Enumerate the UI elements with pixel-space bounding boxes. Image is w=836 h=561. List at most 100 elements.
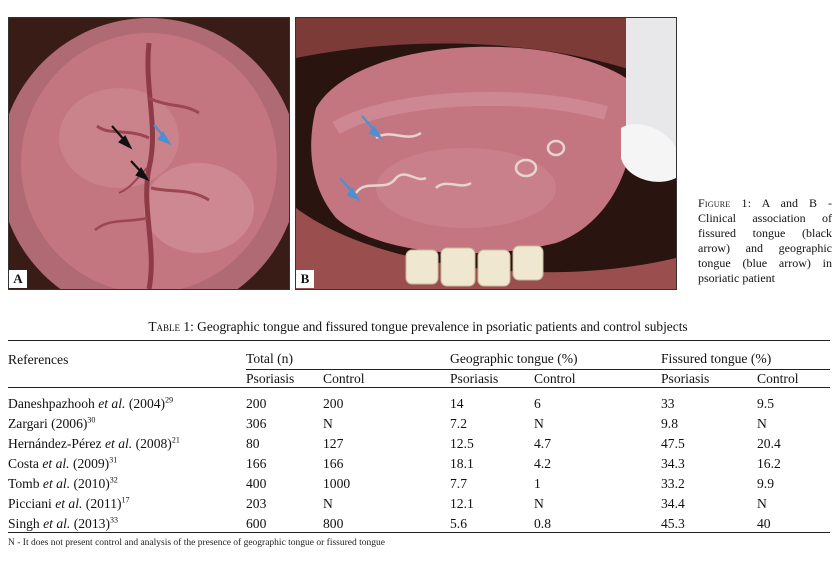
reference-year: (2008) — [132, 436, 172, 451]
table-row: Zargari (2006)30 306 N 7.2 N 9.8 N — [8, 412, 830, 432]
cell-total-c: 127 — [323, 436, 344, 451]
cell-total-c: 166 — [323, 456, 344, 471]
reference-cell: Costa et al. (2009)31 — [8, 452, 246, 472]
reference-number: 32 — [109, 475, 118, 485]
reference-number: 21 — [171, 435, 180, 445]
reference-year: (2004) — [125, 396, 166, 411]
reference-etal: et al. — [101, 436, 133, 451]
cell-fis-p: 34.3 — [661, 456, 685, 471]
reference-author: Daneshpazhooh — [8, 396, 95, 411]
table-footnote: N - It does not present control and anal… — [8, 538, 385, 548]
cell-fis-p: 47.5 — [661, 436, 685, 451]
reference-cell: Picciani et al. (2011)17 — [8, 492, 246, 512]
cell-fis-c: N — [757, 496, 767, 511]
table-title-text: Geographic tongue and fissured tongue pr… — [193, 319, 688, 334]
table-row: Picciani et al. (2011)17 203 N 12.1 N 34.4 N — [8, 492, 830, 512]
figure-caption: Figure 1: A and B - Clinical association… — [698, 196, 832, 286]
reference-etal: et al. — [38, 456, 70, 471]
cell-geo-c: N — [534, 496, 544, 511]
reference-cell: Tomb et al. (2010)32 — [8, 472, 246, 492]
reference-number: 29 — [165, 395, 174, 405]
panel-label-b: B — [296, 270, 314, 288]
header-empty — [8, 369, 246, 388]
cell-geo-p: 12.1 — [450, 496, 474, 511]
reference-number: 17 — [121, 495, 130, 505]
cell-fis-c: 9.9 — [757, 476, 774, 491]
cell-fis-c: N — [757, 416, 767, 431]
prevalence-table: References Total (n) Geographic tongue (… — [8, 340, 830, 533]
fissured-tongue-photo — [9, 18, 289, 289]
reference-number: 30 — [87, 415, 96, 425]
header-geographic: Geographic tongue (%) — [450, 340, 661, 370]
cell-geo-p: 5.6 — [450, 512, 534, 533]
cell-fis-p: 45.3 — [661, 512, 757, 533]
cell-total-p: 203 — [246, 496, 267, 511]
reference-year: (2010) — [70, 476, 110, 491]
reference-author: Hernández-Pérez — [8, 436, 102, 451]
header-total-control: Control — [323, 369, 450, 388]
cell-total-c: 1000 — [323, 476, 351, 491]
cell-total-p: 306 — [246, 416, 267, 431]
header-geo-control: Control — [534, 369, 661, 388]
cell-geo-c: 1 — [534, 476, 541, 491]
reference-cell: Hernández-Pérez et al. (2008)21 — [8, 432, 246, 452]
reference-author: Picciani — [8, 496, 52, 511]
cell-fis-p: 9.8 — [661, 416, 678, 431]
cell-geo-p: 7.2 — [450, 416, 467, 431]
cell-total-c: N — [323, 416, 333, 431]
cell-fis-p: 33.2 — [661, 476, 685, 491]
header-total: Total (n) — [246, 340, 450, 370]
cell-fis-p: 33 — [661, 396, 675, 411]
cell-fis-c: 20.4 — [757, 436, 781, 451]
cell-total-p: 400 — [246, 476, 267, 491]
reference-etal: et al. — [39, 516, 71, 531]
reference-cell: Daneshpazhooh et al. (2004)29 — [8, 388, 246, 413]
cell-total-p: 600 — [246, 512, 323, 533]
cell-total-c: N — [323, 496, 333, 511]
cell-geo-p: 14 — [450, 396, 464, 411]
header-references: References — [8, 340, 246, 370]
photo-panel-a: A — [8, 17, 290, 290]
cell-fis-c: 9.5 — [757, 396, 774, 411]
reference-cell: Singh et al. (2013)33 — [8, 512, 246, 533]
cell-geo-c: 4.2 — [534, 456, 551, 471]
cell-geo-c: 4.7 — [534, 436, 551, 451]
caption-text: A and B - Clinical association of fissur… — [698, 196, 832, 285]
reference-etal: et al. — [94, 396, 126, 411]
geographic-tongue-photo — [296, 18, 676, 289]
table-row: Daneshpazhooh et al. (2004)29 200 200 14 6 33… — [8, 388, 830, 413]
cell-total-p: 80 — [246, 436, 260, 451]
header-fis-psoriasis: Psoriasis — [661, 369, 757, 388]
table-title-lead: Table 1: — [148, 319, 194, 334]
cell-geo-c: N — [534, 416, 544, 431]
reference-author: Singh — [8, 516, 40, 531]
reference-etal: et al. — [39, 476, 71, 491]
header-fis-control: Control — [757, 369, 830, 388]
caption-lead: Figure 1: — [698, 196, 752, 210]
table-title: Table 1: Geographic tongue and fissured … — [0, 319, 836, 335]
cell-geo-p: 7.7 — [450, 476, 467, 491]
reference-author: Costa — [8, 456, 39, 471]
photo-panel-b: B — [295, 17, 677, 290]
header-geo-psoriasis: Psoriasis — [450, 369, 534, 388]
reference-author: Zargari — [8, 416, 48, 431]
reference-year: (2006) — [47, 416, 88, 431]
panel-label-a: A — [9, 270, 27, 288]
reference-year: (2009) — [69, 456, 110, 471]
cell-total-c: 800 — [323, 512, 450, 533]
figure-1: A — [8, 17, 832, 290]
cell-fis-c: 40 — [757, 512, 830, 533]
cell-total-c: 200 — [323, 396, 344, 411]
header-fissured: Fissured tongue (%) — [661, 340, 830, 370]
table-row: Tomb et al. (2010)32 400 1000 7.7 1 33.2 9.9 — [8, 472, 830, 492]
cell-total-p: 166 — [246, 456, 267, 471]
cell-geo-p: 12.5 — [450, 436, 474, 451]
cell-fis-p: 34.4 — [661, 496, 685, 511]
cell-geo-c: 6 — [534, 396, 541, 411]
reference-cell: Zargari (2006)30 — [8, 412, 246, 432]
cell-fis-c: 16.2 — [757, 456, 781, 471]
reference-number: 33 — [109, 515, 118, 525]
table-row: Hernández-Pérez et al. (2008)21 80 127 12.5… — [8, 432, 830, 452]
reference-year: (2011) — [82, 496, 122, 511]
reference-author: Tomb — [8, 476, 40, 491]
